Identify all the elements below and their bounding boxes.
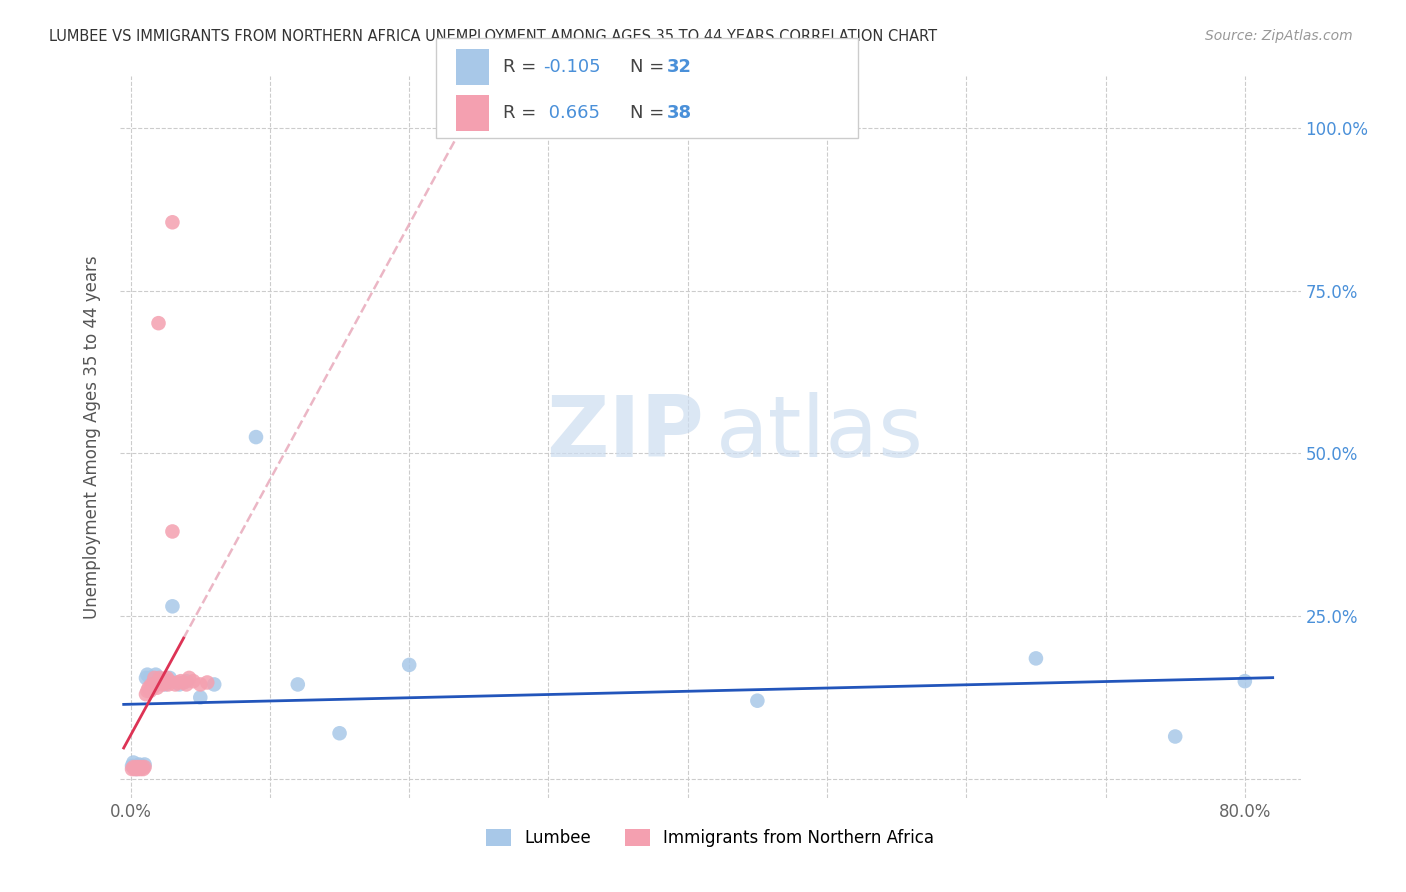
Point	[127, 762, 149, 776]
Y-axis label: Unemployment Among Ages 35 to 44 years: Unemployment Among Ages 35 to 44 years	[83, 255, 101, 619]
Point	[153, 673, 176, 687]
Point	[150, 675, 173, 690]
Point	[188, 690, 211, 705]
Point	[135, 671, 157, 685]
Text: atlas: atlas	[716, 392, 924, 475]
Point	[121, 759, 143, 773]
Point	[131, 759, 153, 773]
Point	[127, 759, 149, 773]
Point	[188, 677, 211, 691]
Point	[152, 677, 174, 691]
Point	[146, 681, 169, 695]
Point	[148, 316, 170, 330]
Point	[169, 677, 191, 691]
Point	[157, 677, 180, 691]
Point	[134, 757, 156, 772]
Point	[138, 681, 160, 695]
Point	[142, 674, 165, 689]
Text: 0.665: 0.665	[543, 104, 600, 122]
Point	[159, 671, 181, 685]
Text: R =: R =	[503, 58, 543, 76]
Text: N =: N =	[630, 104, 669, 122]
Point	[176, 674, 198, 689]
Point	[145, 677, 167, 691]
Point	[159, 674, 181, 689]
Text: N =: N =	[630, 58, 669, 76]
Point	[162, 524, 184, 539]
Text: LUMBEE VS IMMIGRANTS FROM NORTHERN AFRICA UNEMPLOYMENT AMONG AGES 35 TO 44 YEARS: LUMBEE VS IMMIGRANTS FROM NORTHERN AFRIC…	[49, 29, 938, 44]
Point	[1233, 674, 1256, 689]
Point	[129, 760, 152, 774]
Point	[179, 671, 201, 685]
Point	[155, 675, 177, 690]
Point	[195, 675, 218, 690]
Point	[131, 760, 153, 774]
Text: -0.105: -0.105	[543, 58, 600, 76]
Point	[173, 675, 195, 690]
Point	[139, 684, 162, 698]
Point	[121, 762, 143, 776]
Point	[141, 677, 163, 691]
Point	[162, 215, 184, 229]
Point	[124, 762, 146, 776]
Point	[167, 675, 190, 690]
Point	[148, 674, 170, 689]
Legend: Lumbee, Immigrants from Northern Africa: Lumbee, Immigrants from Northern Africa	[478, 821, 942, 855]
Point	[136, 667, 159, 681]
Point	[156, 671, 179, 685]
Point	[125, 762, 148, 776]
Point	[122, 760, 145, 774]
Point	[202, 677, 225, 691]
Text: 38: 38	[666, 104, 692, 122]
Point	[1164, 730, 1187, 744]
Text: ZIP: ZIP	[547, 392, 704, 475]
Point	[155, 677, 177, 691]
Text: Source: ZipAtlas.com: Source: ZipAtlas.com	[1205, 29, 1353, 43]
Point	[1025, 651, 1047, 665]
Point	[149, 671, 172, 685]
Point	[124, 760, 146, 774]
Point	[170, 674, 193, 689]
Point	[142, 681, 165, 695]
Point	[122, 756, 145, 770]
Point	[128, 760, 150, 774]
Point	[245, 430, 267, 444]
Point	[132, 760, 155, 774]
Point	[129, 762, 152, 776]
Point	[125, 760, 148, 774]
Point	[287, 677, 309, 691]
Point	[176, 677, 198, 691]
Point	[143, 671, 166, 685]
Point	[398, 657, 420, 672]
Point	[148, 671, 170, 685]
Point	[145, 667, 167, 681]
Text: R =: R =	[503, 104, 543, 122]
Point	[183, 674, 205, 689]
Point	[135, 687, 157, 701]
Point	[136, 684, 159, 698]
Point	[162, 599, 184, 614]
Point	[128, 757, 150, 772]
Point	[165, 677, 187, 691]
Point	[150, 674, 173, 689]
Point	[329, 726, 352, 740]
Text: 32: 32	[666, 58, 692, 76]
Point	[747, 694, 769, 708]
Point	[134, 760, 156, 774]
Point	[139, 671, 162, 685]
Point	[132, 762, 155, 776]
